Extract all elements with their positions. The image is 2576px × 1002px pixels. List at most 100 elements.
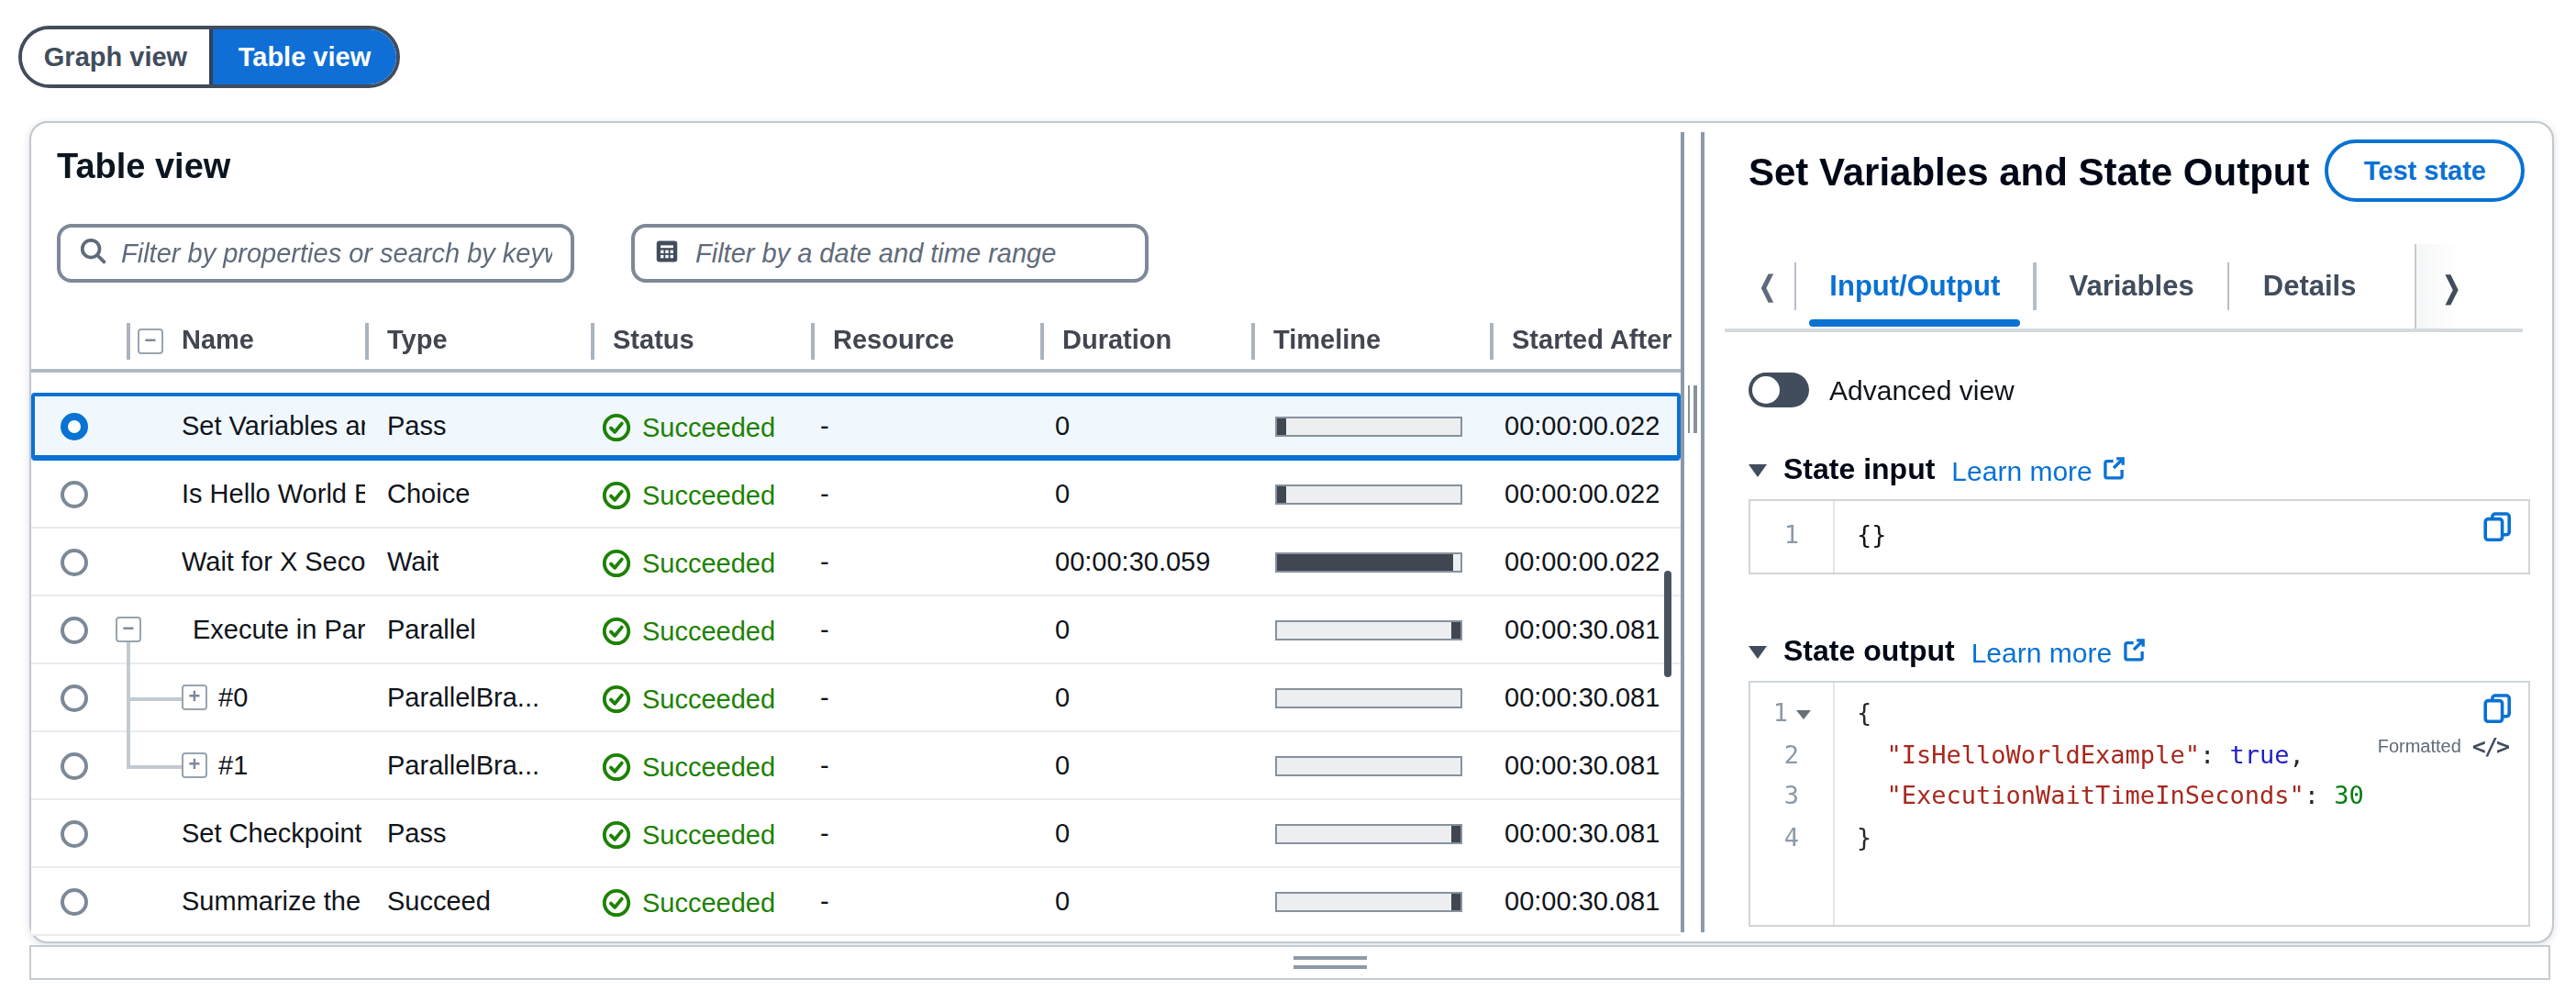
graph-view-button[interactable]: Graph view [22, 29, 209, 84]
state-detail-title: Set Variables and State Output [1749, 150, 2310, 195]
state-input-learn-more-link[interactable]: Learn more [1951, 454, 2126, 485]
cell-resource: - [820, 461, 829, 529]
timeline-bar [1275, 756, 1462, 776]
view-mode-toggle: Graph view Table view [18, 26, 400, 88]
tab-input-output[interactable]: Input/Output [1796, 244, 2033, 328]
timeline-active-segment [1277, 554, 1453, 571]
detail-tabs: ❬Input/OutputVariablesDetails ❭ [1756, 244, 2487, 328]
cell-name: Wait for X Secor [182, 529, 365, 596]
cell-name: #1 [218, 732, 248, 800]
row-radio[interactable] [61, 481, 88, 508]
collapse-all-icon[interactable]: − [138, 328, 163, 354]
tab-details[interactable]: Details [2230, 244, 2390, 328]
timeline-bar [1275, 892, 1462, 912]
cell-resource: - [820, 664, 829, 732]
table-view-pane: Table view Filter by properties or searc… [31, 123, 1681, 941]
state-input-header: State input Learn more [1749, 450, 2127, 490]
cell-resource: - [820, 393, 829, 461]
row-radio[interactable] [61, 549, 88, 576]
code-token: "ExecutionWaitTimeInSeconds" [1887, 780, 2304, 809]
timeline-bar [1275, 620, 1462, 640]
cell-started-after: 00:00:00.022 [1505, 461, 1660, 529]
row-radio-selected[interactable] [61, 413, 88, 440]
advanced-view-label: Advanced view [1829, 373, 2015, 407]
cell-status: Succeeded [602, 529, 775, 596]
cell-started-after: 00:00:30.081 [1505, 596, 1660, 664]
code-token: 30 [2334, 780, 2364, 809]
table-row[interactable]: Is Hello World EChoiceSucceeded-000:00:0… [31, 461, 1681, 529]
cell-duration: 00:00:30.059 [1055, 529, 1210, 596]
table-row[interactable]: Set Variables arPassSucceeded-000:00:00.… [31, 393, 1681, 461]
table-row[interactable]: +#1ParallelBra...Succeeded-000:00:30.081 [31, 732, 1681, 800]
cell-name: Summarize the [182, 868, 361, 936]
timeline-bar [1275, 417, 1462, 437]
table-row[interactable]: +#0ParallelBra...Succeeded-000:00:30.081 [31, 664, 1681, 732]
column-header-timeline[interactable]: Timeline [1273, 312, 1381, 369]
tabs-scroll-left-icon[interactable]: ❬ [1756, 270, 1793, 303]
column-header-resource[interactable]: Resource [833, 312, 954, 369]
properties-filter-input[interactable]: Filter by properties or search by keywor… [57, 224, 574, 283]
table-row[interactable]: −Execute in ParaParallelSucceeded-000:00… [31, 596, 1681, 664]
row-radio[interactable] [61, 820, 88, 848]
tabs-divider [1725, 328, 2523, 331]
row-radio[interactable] [61, 685, 88, 712]
formatted-label: Formatted [2378, 736, 2461, 756]
state-output-code-line: "IsHelloWorldExample": true, [1857, 739, 2304, 768]
state-output-code-line: } [1857, 821, 1871, 851]
code-view-icon[interactable]: </> [2472, 732, 2508, 760]
expand-row-icon[interactable]: + [182, 685, 207, 710]
advanced-view-toggle[interactable] [1749, 373, 1809, 407]
success-check-icon [602, 819, 631, 849]
timeline-bar [1275, 688, 1462, 708]
column-header-started-after[interactable]: Started After [1512, 312, 1672, 369]
copy-state-input-button[interactable] [2481, 512, 2514, 545]
external-link-icon [2102, 454, 2127, 485]
expand-row-icon[interactable]: + [182, 752, 207, 778]
cell-duration: 0 [1055, 393, 1070, 461]
cell-resource: - [820, 529, 829, 596]
status-label: Succeeded [642, 819, 775, 849]
table-row[interactable]: Set CheckpointPassSucceeded-000:00:30.08… [31, 800, 1681, 868]
cell-status: Succeeded [602, 393, 775, 461]
state-input-editor[interactable]: 1 {} [1749, 499, 2530, 574]
code-token: true [2229, 739, 2289, 768]
column-header-type[interactable]: Type [387, 312, 448, 369]
table-view-button[interactable]: Table view [209, 29, 396, 84]
column-header-status[interactable]: Status [613, 312, 694, 369]
panel-resize-bar[interactable] [29, 945, 2550, 980]
state-output-editor[interactable]: 1{2 "IsHelloWorldExample": true,3 "Execu… [1749, 681, 2530, 927]
line-number: 4 [1750, 821, 1833, 851]
success-check-icon [602, 412, 631, 441]
cell-resource: - [820, 732, 829, 800]
line-number[interactable]: 1 [1750, 697, 1833, 727]
table-row[interactable]: Wait for X SecorWaitSucceeded-00:00:30.0… [31, 529, 1681, 596]
code-token [1857, 739, 1887, 768]
table-row[interactable]: Summarize theSucceedSucceeded-000:00:30.… [31, 868, 1681, 936]
row-radio[interactable] [61, 752, 88, 780]
row-radio[interactable] [61, 617, 88, 644]
column-header-name[interactable]: Name [182, 312, 254, 369]
success-check-icon [602, 887, 631, 917]
toggle-knob-icon [1752, 376, 1780, 404]
cell-duration: 0 [1055, 868, 1070, 936]
state-output-learn-more-link[interactable]: Learn more [1971, 636, 2147, 667]
column-header-duration[interactable]: Duration [1062, 312, 1171, 369]
status-label: Succeeded [642, 887, 775, 917]
date-filter-input[interactable]: Filter by a date and time range [631, 224, 1149, 283]
row-radio[interactable] [61, 888, 88, 916]
copy-state-output-button[interactable] [2481, 694, 2514, 727]
table-vertical-scrollbar[interactable] [1664, 571, 1671, 677]
collapse-caret-icon[interactable] [1749, 645, 1767, 658]
test-state-button[interactable]: Test state [2326, 139, 2525, 202]
state-input-title: State input [1783, 453, 1935, 486]
cell-duration: 0 [1055, 732, 1070, 800]
collapse-row-icon[interactable]: − [116, 617, 141, 642]
success-check-icon [602, 752, 631, 781]
status-label: Succeeded [642, 752, 775, 781]
tab-variables[interactable]: Variables [2036, 244, 2226, 328]
learn-more-label: Learn more [1971, 636, 2112, 667]
properties-filter-placeholder: Filter by properties or search by keywor… [121, 239, 552, 268]
collapse-caret-icon[interactable] [1749, 463, 1767, 476]
cell-type: Choice [387, 461, 470, 529]
tabs-scroll-right-button[interactable]: ❭ [2415, 244, 2487, 328]
